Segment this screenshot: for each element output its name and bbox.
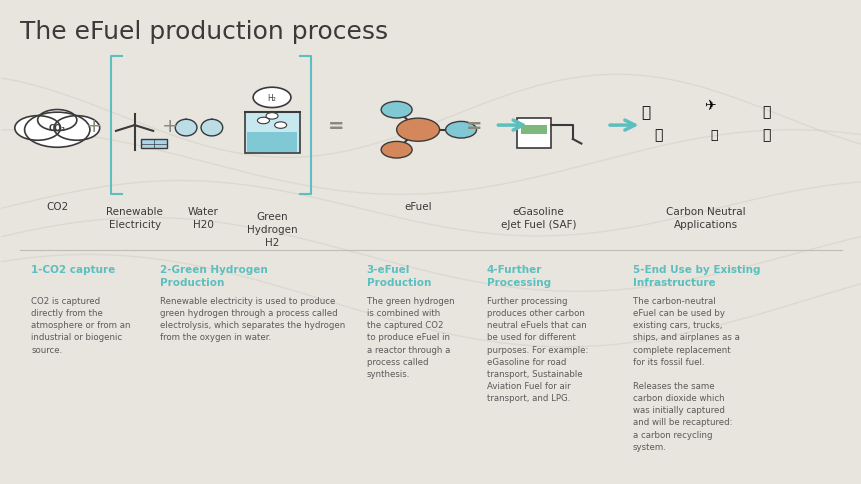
- Text: CO2 is captured
directly from the
atmosphere or from an
industrial or biogenic
s: CO2 is captured directly from the atmosp…: [31, 296, 131, 354]
- Text: 🚛: 🚛: [641, 105, 649, 120]
- Text: Further processing
produces other carbon
neutral eFuels that can
be used for dif: Further processing produces other carbon…: [486, 296, 587, 402]
- FancyBboxPatch shape: [521, 126, 547, 135]
- Text: Renewable
Electricity: Renewable Electricity: [106, 207, 163, 229]
- Text: Green
Hydrogen
H2: Green Hydrogen H2: [246, 211, 297, 247]
- Text: 🚌: 🚌: [761, 105, 770, 119]
- Text: 5-End Use by Existing
Infrastructure: 5-End Use by Existing Infrastructure: [632, 264, 759, 287]
- Text: eGasoline
eJet Fuel (SAF): eGasoline eJet Fuel (SAF): [500, 207, 575, 229]
- Text: Renewable electricity is used to produce
green hydrogen through a process called: Renewable electricity is used to produce…: [160, 296, 345, 342]
- Text: 2-Green Hydrogen
Production: 2-Green Hydrogen Production: [160, 264, 268, 287]
- Text: eFuel: eFuel: [404, 202, 431, 212]
- Circle shape: [266, 113, 278, 120]
- Text: Carbon Neutral
Applications: Carbon Neutral Applications: [666, 207, 745, 229]
- FancyBboxPatch shape: [141, 140, 167, 149]
- Text: +: +: [86, 116, 102, 136]
- Text: H₂: H₂: [267, 94, 276, 103]
- Circle shape: [25, 113, 90, 148]
- Text: +: +: [161, 116, 178, 136]
- Circle shape: [381, 102, 412, 119]
- Circle shape: [38, 110, 77, 131]
- Text: =: =: [465, 116, 481, 136]
- Circle shape: [15, 117, 60, 141]
- Text: Water
H20: Water H20: [188, 207, 219, 229]
- Circle shape: [275, 122, 287, 129]
- Circle shape: [257, 118, 269, 124]
- Text: 1-CO2 capture: 1-CO2 capture: [31, 264, 115, 274]
- Text: CO₂: CO₂: [49, 123, 65, 133]
- FancyBboxPatch shape: [517, 119, 551, 149]
- Circle shape: [54, 117, 100, 141]
- Text: 🛥: 🛥: [761, 128, 770, 142]
- Circle shape: [253, 88, 291, 108]
- FancyBboxPatch shape: [245, 113, 299, 153]
- Text: The carbon-neutral
eFuel can be used by
existing cars, trucks,
ships, and airpla: The carbon-neutral eFuel can be used by …: [632, 296, 739, 451]
- FancyBboxPatch shape: [247, 132, 297, 152]
- Text: =: =: [328, 116, 344, 136]
- Polygon shape: [175, 120, 196, 136]
- Text: 🚗: 🚗: [653, 128, 662, 142]
- Text: 🚙: 🚙: [710, 129, 717, 141]
- Circle shape: [445, 122, 476, 139]
- Text: The green hydrogen
is combined with
the captured CO2
to produce eFuel in
a react: The green hydrogen is combined with the …: [366, 296, 454, 378]
- Text: 4-Further
Processing: 4-Further Processing: [486, 264, 550, 287]
- Polygon shape: [201, 120, 222, 136]
- Circle shape: [381, 142, 412, 159]
- Text: ✈: ✈: [703, 98, 715, 112]
- Circle shape: [396, 119, 439, 142]
- Text: The eFuel production process: The eFuel production process: [21, 20, 388, 44]
- Text: 3-eFuel
Production: 3-eFuel Production: [366, 264, 430, 287]
- Text: CO2: CO2: [46, 202, 68, 212]
